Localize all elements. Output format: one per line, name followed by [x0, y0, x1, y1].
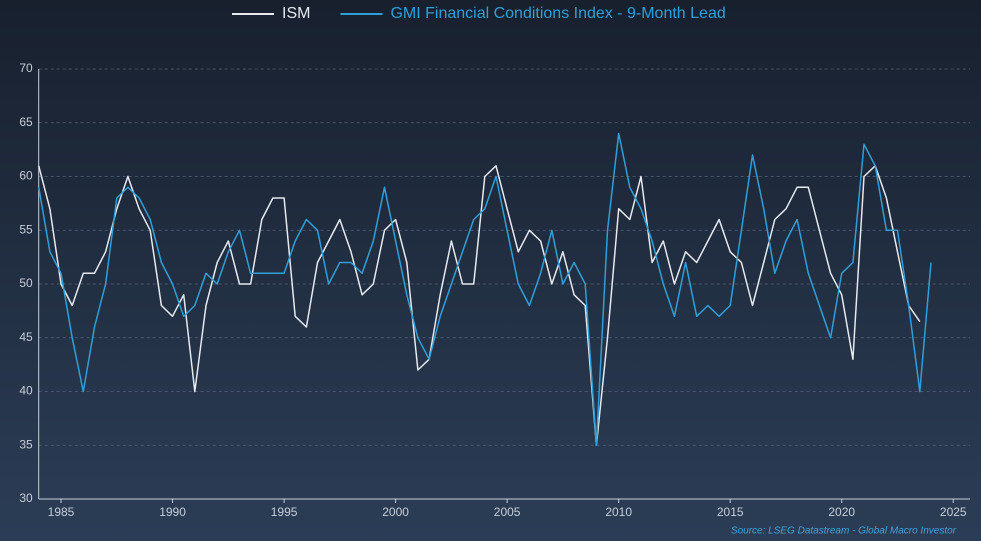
y-tick-label: 35 — [19, 437, 33, 451]
series-line — [37, 165, 921, 447]
y-tick-label: 30 — [19, 491, 33, 505]
series-line — [37, 132, 932, 447]
legend-label: GMI Financial Conditions Index - 9-Month… — [390, 5, 725, 22]
x-tick-label: 1985 — [48, 505, 75, 519]
x-tick-label: 2020 — [828, 505, 855, 519]
y-tick-label: 70 — [19, 61, 33, 75]
x-tick-label: 2015 — [717, 505, 744, 519]
x-tick-label: 1995 — [271, 505, 298, 519]
x-tick-label: 2000 — [382, 505, 409, 519]
source: Source: LSEG Datastream - Global Macro I… — [731, 526, 957, 537]
y-tick-label: 40 — [19, 384, 33, 398]
y-tick-label: 45 — [19, 330, 33, 344]
y-tick-label: 50 — [19, 276, 33, 290]
legend-label: ISM — [282, 5, 310, 22]
x-tick-label: 2025 — [940, 505, 967, 519]
y-tick-label: 55 — [19, 222, 33, 236]
x-tick-label: 2005 — [494, 505, 521, 519]
y-tick-label: 65 — [19, 115, 33, 129]
x-tick-label: 1990 — [159, 505, 186, 519]
x-tick-label: 2010 — [605, 505, 632, 519]
y-tick-label: 60 — [19, 169, 33, 183]
